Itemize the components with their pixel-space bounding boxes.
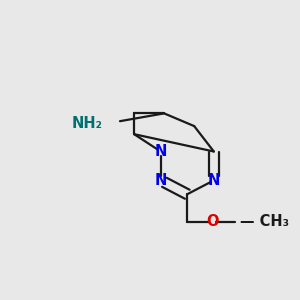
- Text: O: O: [206, 214, 219, 230]
- Text: — CH₃: — CH₃: [240, 214, 290, 230]
- Text: N: N: [208, 173, 220, 188]
- Text: N: N: [154, 173, 167, 188]
- Text: NH₂: NH₂: [72, 116, 103, 131]
- Text: N: N: [154, 144, 167, 159]
